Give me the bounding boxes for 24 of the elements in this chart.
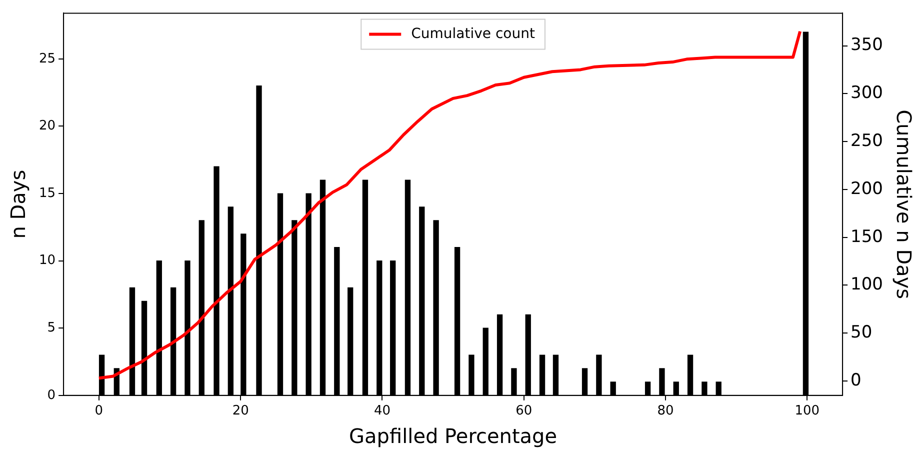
- x-axis-title: Gapfilled Percentage: [349, 424, 558, 448]
- y2-tick-label: 350: [850, 35, 884, 56]
- y-tick-label: 25: [38, 51, 56, 66]
- y2-tick-label: 50: [850, 322, 872, 343]
- y2-tick-label: 150: [850, 226, 884, 247]
- y-tick-label: 5: [47, 320, 56, 336]
- y2-tick-label: 100: [850, 274, 884, 295]
- x-tick-label: 60: [516, 404, 532, 419]
- y2-tick-label: 250: [850, 130, 884, 151]
- y-tick-label: 10: [38, 253, 56, 268]
- x-tick-label: 100: [794, 404, 820, 419]
- x-tick-label: 0: [94, 404, 104, 419]
- y2-tick-label: 200: [850, 178, 884, 199]
- x-tick-label: 80: [657, 404, 674, 419]
- y2-tick-label: 300: [850, 83, 884, 104]
- y-tick-label: 0: [47, 388, 56, 403]
- y-axis-title: n Days: [6, 170, 30, 239]
- legend-label: Cumulative count: [411, 26, 536, 42]
- y2-axis-title: Cumulative n Days: [892, 110, 916, 300]
- y2-tick-label: 0: [850, 370, 862, 390]
- x-tick-label: 20: [232, 404, 249, 419]
- y-tick-label: 20: [38, 118, 56, 134]
- x-tick-label: 40: [374, 404, 390, 419]
- y-tick-label: 15: [38, 186, 56, 201]
